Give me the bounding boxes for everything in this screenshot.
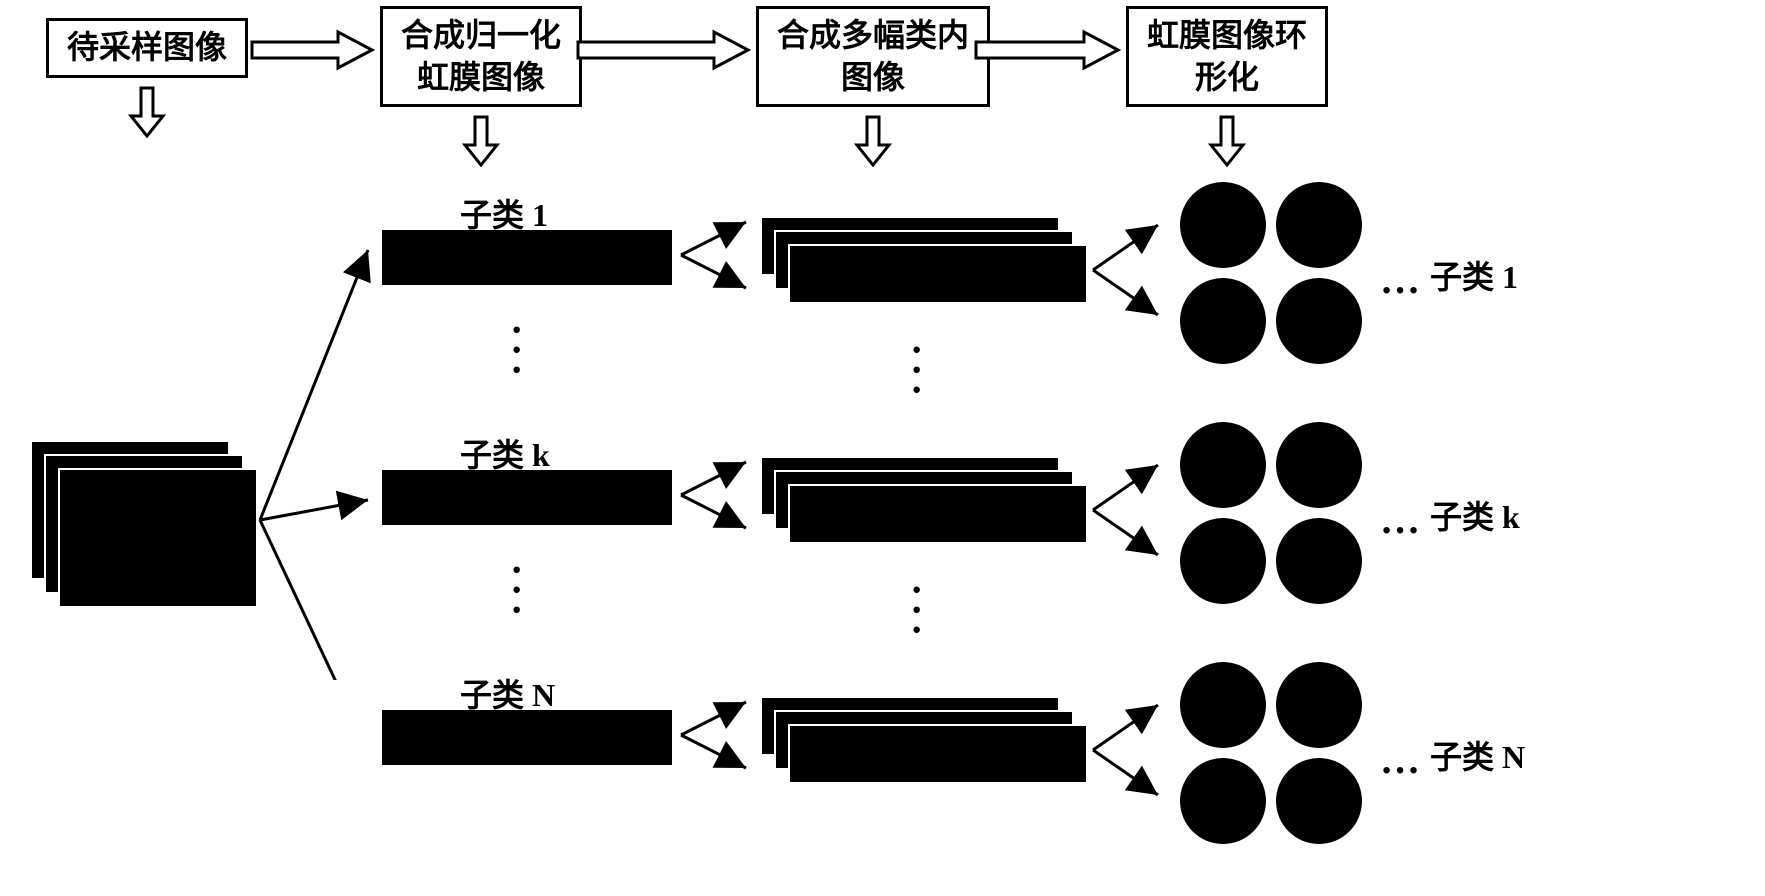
norm-bar-N [382, 710, 672, 765]
hdots-k: … [1380, 496, 1420, 543]
vdots-col3-a: ··· [910, 340, 923, 400]
out-label-N: 子类 N [1430, 732, 1525, 778]
ring-N-c [1180, 758, 1266, 844]
stage-4-box: 虹膜图像环 形化 [1126, 6, 1328, 107]
split-arrows-c3-1 [1088, 210, 1168, 330]
ring-k-b [1276, 422, 1362, 508]
ring-N-a [1180, 662, 1266, 748]
ring-1-c [1180, 278, 1266, 364]
stage-2: 合成归一化 虹膜图像 [380, 6, 582, 175]
intra-N-l1 [788, 724, 1088, 784]
input-layer-1 [58, 468, 258, 608]
norm-bar-1 [382, 230, 672, 285]
split-arrows-c3-k [1088, 450, 1168, 570]
arrow-1-2 [248, 28, 376, 72]
vdots-col2-b: ··· [510, 560, 523, 620]
stage-4-down-arrow [1207, 113, 1247, 169]
intra-stack-k [760, 456, 1090, 548]
intra-1-l1 [788, 244, 1088, 304]
stage-2-down-arrow [461, 113, 501, 169]
ring-k-a [1180, 422, 1266, 508]
ring-N-b [1276, 662, 1362, 748]
stage-2-box: 合成归一化 虹膜图像 [380, 6, 582, 107]
split-arrows-N [676, 690, 756, 780]
stage-3-label-l2: 图像 [841, 59, 905, 95]
stage-3: 合成多幅类内 图像 [756, 6, 990, 175]
stage-3-box: 合成多幅类内 图像 [756, 6, 990, 107]
stage-4: 虹膜图像环 形化 [1126, 6, 1328, 175]
ring-cluster-k [1180, 422, 1380, 622]
intra-stack-1 [760, 216, 1090, 308]
vdots-col2-a: ··· [510, 320, 523, 380]
vdots-col3-b: ··· [910, 580, 923, 640]
stage-3-label-l1: 合成多幅类内 [777, 17, 969, 53]
out-label-k: 子类 k [1430, 492, 1520, 538]
stage-1: 待采样图像 [46, 18, 248, 146]
ring-N-d [1276, 758, 1362, 844]
ring-1-b [1276, 182, 1362, 268]
out-label-1: 子类 1 [1430, 252, 1518, 298]
ring-k-c [1180, 518, 1266, 604]
fanout-arrows-col1 [250, 220, 380, 680]
ring-1-a [1180, 182, 1266, 268]
stage-4-label-l1: 虹膜图像环 [1147, 17, 1307, 53]
hdots-N: … [1380, 736, 1420, 783]
stage-4-label-l2: 形化 [1195, 59, 1259, 95]
stage-1-down-arrow [127, 84, 167, 140]
stage-3-down-arrow [853, 113, 893, 169]
arrow-3-4 [972, 28, 1122, 72]
stage-2-label-l1: 合成归一化 [401, 17, 561, 53]
arrow-2-3 [574, 28, 752, 72]
split-arrows-k [676, 450, 756, 540]
stage-1-label: 待采样图像 [67, 29, 227, 65]
ring-cluster-N [1180, 662, 1380, 862]
split-arrows-1 [676, 210, 756, 300]
ring-k-d [1276, 518, 1362, 604]
stage-1-box: 待采样图像 [46, 18, 248, 78]
norm-bar-k [382, 470, 672, 525]
intra-stack-N [760, 696, 1090, 788]
stage-2-label-l2: 虹膜图像 [417, 59, 545, 95]
input-stack [30, 440, 260, 610]
ring-cluster-1 [1180, 182, 1380, 382]
ring-1-d [1276, 278, 1362, 364]
hdots-1: … [1380, 256, 1420, 303]
split-arrows-c3-N [1088, 690, 1168, 810]
intra-k-l1 [788, 484, 1088, 544]
